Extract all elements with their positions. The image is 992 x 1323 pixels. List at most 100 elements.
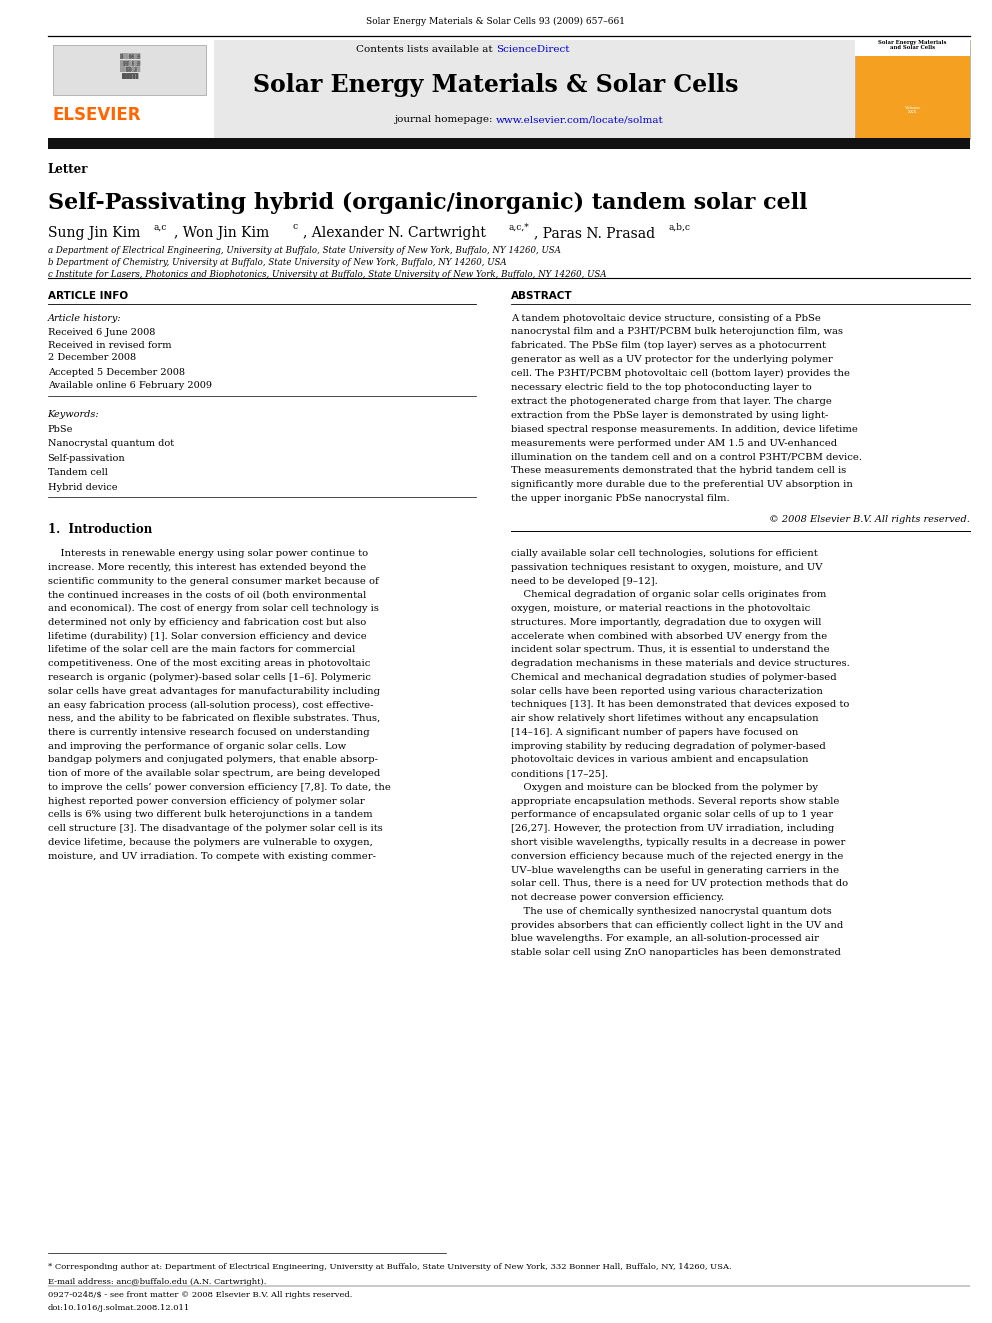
Text: Interests in renewable energy using solar power continue to: Interests in renewable energy using sola… bbox=[48, 549, 368, 558]
Text: performance of encapsulated organic solar cells of up to 1 year: performance of encapsulated organic sola… bbox=[511, 811, 833, 819]
Text: a Department of Electrical Engineering, University at Buffalo, State University : a Department of Electrical Engineering, … bbox=[48, 246, 560, 255]
Text: short visible wavelengths, typically results in a decrease in power: short visible wavelengths, typically res… bbox=[511, 837, 845, 847]
Text: degradation mechanisms in these materials and device structures.: degradation mechanisms in these material… bbox=[511, 659, 849, 668]
Text: E-mail address: anc@buffalo.edu (A.N. Cartwright).: E-mail address: anc@buffalo.edu (A.N. Ca… bbox=[48, 1278, 266, 1286]
Text: increase. More recently, this interest has extended beyond the: increase. More recently, this interest h… bbox=[48, 562, 366, 572]
Text: Solar Energy Materials & Solar Cells 93 (2009) 657–661: Solar Energy Materials & Solar Cells 93 … bbox=[366, 16, 626, 25]
Text: the continued increases in the costs of oil (both environmental: the continued increases in the costs of … bbox=[48, 590, 366, 599]
Text: Volume
XXX: Volume XXX bbox=[905, 106, 921, 115]
Text: Chemical degradation of organic solar cells originates from: Chemical degradation of organic solar ce… bbox=[511, 590, 826, 599]
Text: , Won Jin Kim: , Won Jin Kim bbox=[174, 226, 269, 241]
Text: * Corresponding author at: Department of Electrical Engineering, University at B: * Corresponding author at: Department of… bbox=[48, 1263, 731, 1271]
Text: solar cells have been reported using various characterization: solar cells have been reported using var… bbox=[511, 687, 822, 696]
Bar bbox=[48, 40, 214, 139]
Text: These measurements demonstrated that the hybrid tandem cell is: These measurements demonstrated that the… bbox=[511, 467, 846, 475]
Text: conversion efficiency because much of the rejected energy in the: conversion efficiency because much of th… bbox=[511, 852, 843, 861]
Text: Self-Passivating hybrid (organic/inorganic) tandem solar cell: Self-Passivating hybrid (organic/inorgan… bbox=[48, 192, 807, 214]
Text: Tandem cell: Tandem cell bbox=[48, 468, 107, 478]
Text: techniques [13]. It has been demonstrated that devices exposed to: techniques [13]. It has been demonstrate… bbox=[511, 700, 849, 709]
Text: Hybrid device: Hybrid device bbox=[48, 483, 117, 492]
Text: incident solar spectrum. Thus, it is essential to understand the: incident solar spectrum. Thus, it is ess… bbox=[511, 646, 829, 655]
Text: journal homepage:: journal homepage: bbox=[394, 115, 496, 124]
Text: ScienceDirect: ScienceDirect bbox=[496, 45, 569, 54]
Text: 2 December 2008: 2 December 2008 bbox=[48, 353, 136, 363]
Text: structures. More importantly, degradation due to oxygen will: structures. More importantly, degradatio… bbox=[511, 618, 821, 627]
Bar bbox=[53, 45, 206, 95]
Text: moisture, and UV irradiation. To compete with existing commer-: moisture, and UV irradiation. To compete… bbox=[48, 852, 376, 861]
Text: generator as well as a UV protector for the underlying polymer: generator as well as a UV protector for … bbox=[511, 355, 832, 364]
Text: , Alexander N. Cartwright: , Alexander N. Cartwright bbox=[303, 226, 485, 241]
Text: lifetime of the solar cell are the main factors for commercial: lifetime of the solar cell are the main … bbox=[48, 646, 355, 655]
Text: Contents lists available at: Contents lists available at bbox=[356, 45, 496, 54]
Text: Article history:: Article history: bbox=[48, 314, 121, 323]
Text: a,c,*: a,c,* bbox=[509, 222, 530, 232]
Text: a,b,c: a,b,c bbox=[669, 222, 690, 232]
Text: photovoltaic devices in various ambient and encapsulation: photovoltaic devices in various ambient … bbox=[511, 755, 808, 765]
Text: Oxygen and moisture can be blocked from the polymer by: Oxygen and moisture can be blocked from … bbox=[511, 783, 817, 792]
Text: Keywords:: Keywords: bbox=[48, 410, 99, 419]
Text: Available online 6 February 2009: Available online 6 February 2009 bbox=[48, 381, 211, 390]
Text: passivation techniques resistant to oxygen, moisture, and UV: passivation techniques resistant to oxyg… bbox=[511, 562, 822, 572]
Text: doi:10.1016/j.solmat.2008.12.011: doi:10.1016/j.solmat.2008.12.011 bbox=[48, 1304, 189, 1312]
Bar bbox=[855, 40, 970, 139]
Text: oxygen, moisture, or material reactions in the photovoltaic: oxygen, moisture, or material reactions … bbox=[511, 605, 810, 613]
Text: biased spectral response measurements. In addition, device lifetime: biased spectral response measurements. I… bbox=[511, 425, 858, 434]
Text: conditions [17–25].: conditions [17–25]. bbox=[511, 769, 608, 778]
Text: Received in revised form: Received in revised form bbox=[48, 341, 171, 351]
Text: fabricated. The PbSe film (top layer) serves as a photocurrent: fabricated. The PbSe film (top layer) se… bbox=[511, 341, 826, 351]
Text: Nanocrystal quantum dot: Nanocrystal quantum dot bbox=[48, 439, 174, 448]
Text: ARTICLE INFO: ARTICLE INFO bbox=[48, 291, 128, 302]
Bar bbox=[48, 40, 970, 139]
Text: accelerate when combined with absorbed UV energy from the: accelerate when combined with absorbed U… bbox=[511, 631, 827, 640]
Text: need to be developed [9–12].: need to be developed [9–12]. bbox=[511, 577, 658, 586]
Text: 1.  Introduction: 1. Introduction bbox=[48, 523, 152, 536]
Text: Letter: Letter bbox=[48, 163, 88, 176]
Text: and economical). The cost of energy from solar cell technology is: and economical). The cost of energy from… bbox=[48, 605, 379, 613]
Text: c: c bbox=[293, 222, 298, 232]
Text: and improving the performance of organic solar cells. Low: and improving the performance of organic… bbox=[48, 742, 346, 750]
Text: provides absorbers that can efficiently collect light in the UV and: provides absorbers that can efficiently … bbox=[511, 921, 843, 930]
Text: air show relatively short lifetimes without any encapsulation: air show relatively short lifetimes with… bbox=[511, 714, 818, 724]
Text: ELSEVIER: ELSEVIER bbox=[53, 106, 141, 124]
Text: 0927-0248/$ - see front matter © 2008 Elsevier B.V. All rights reserved.: 0927-0248/$ - see front matter © 2008 El… bbox=[48, 1291, 352, 1299]
Text: an easy fabrication process (all-solution process), cost effective-: an easy fabrication process (all-solutio… bbox=[48, 700, 373, 709]
Text: appropriate encapsulation methods. Several reports show stable: appropriate encapsulation methods. Sever… bbox=[511, 796, 839, 806]
Text: competitiveness. One of the most exciting areas in photovoltaic: competitiveness. One of the most excitin… bbox=[48, 659, 370, 668]
Text: Chemical and mechanical degradation studies of polymer-based: Chemical and mechanical degradation stud… bbox=[511, 673, 836, 681]
Bar bbox=[855, 40, 970, 56]
Text: device lifetime, because the polymers are vulnerable to oxygen,: device lifetime, because the polymers ar… bbox=[48, 837, 372, 847]
Text: to improve the cells’ power conversion efficiency [7,8]. To date, the: to improve the cells’ power conversion e… bbox=[48, 783, 391, 792]
Text: improving stability by reducing degradation of polymer-based: improving stability by reducing degradat… bbox=[511, 742, 825, 750]
Text: the upper inorganic PbSe nanocrystal film.: the upper inorganic PbSe nanocrystal fil… bbox=[511, 493, 729, 503]
Text: [14–16]. A significant number of papers have focused on: [14–16]. A significant number of papers … bbox=[511, 728, 799, 737]
Text: extract the photogenerated charge from that layer. The charge: extract the photogenerated charge from t… bbox=[511, 397, 831, 406]
Text: a,c: a,c bbox=[154, 222, 167, 232]
Text: b Department of Chemistry, University at Buffalo, State University of New York, : b Department of Chemistry, University at… bbox=[48, 258, 506, 267]
Text: cially available solar cell technologies, solutions for efficient: cially available solar cell technologies… bbox=[511, 549, 817, 558]
Text: Received 6 June 2008: Received 6 June 2008 bbox=[48, 328, 155, 337]
Text: ▓▒▒▓▓▒▓
▒▓▓▒▓▒▓
▒▒▓▓▒▓▒
██████: ▓▒▒▓▓▒▓ ▒▓▓▒▓▒▓ ▒▒▓▓▒▓▒ ██████ bbox=[120, 53, 140, 79]
Text: [26,27]. However, the protection from UV irradiation, including: [26,27]. However, the protection from UV… bbox=[511, 824, 834, 833]
Text: Solar Energy Materials
and Solar Cells: Solar Energy Materials and Solar Cells bbox=[878, 40, 947, 50]
Text: tion of more of the available solar spectrum, are being developed: tion of more of the available solar spec… bbox=[48, 769, 380, 778]
Text: Self-passivation: Self-passivation bbox=[48, 454, 125, 463]
Text: The use of chemically synthesized nanocrystal quantum dots: The use of chemically synthesized nanocr… bbox=[511, 906, 831, 916]
Text: bandgap polymers and conjugated polymers, that enable absorp-: bandgap polymers and conjugated polymers… bbox=[48, 755, 378, 765]
Text: Accepted 5 December 2008: Accepted 5 December 2008 bbox=[48, 368, 185, 377]
Text: significantly more durable due to the preferential UV absorption in: significantly more durable due to the pr… bbox=[511, 480, 853, 490]
Text: Sung Jin Kim: Sung Jin Kim bbox=[48, 226, 140, 241]
Text: c Institute for Lasers, Photonics and Biophotonics, University at Buffalo, State: c Institute for Lasers, Photonics and Bi… bbox=[48, 270, 606, 279]
Text: there is currently intensive research focused on understanding: there is currently intensive research fo… bbox=[48, 728, 369, 737]
Text: cell. The P3HT/PCBM photovoltaic cell (bottom layer) provides the: cell. The P3HT/PCBM photovoltaic cell (b… bbox=[511, 369, 850, 378]
Text: stable solar cell using ZnO nanoparticles has been demonstrated: stable solar cell using ZnO nanoparticle… bbox=[511, 949, 841, 957]
Text: , Paras N. Prasad: , Paras N. Prasad bbox=[534, 226, 655, 241]
Text: scientific community to the general consumer market because of: scientific community to the general cons… bbox=[48, 577, 378, 586]
Text: Solar Energy Materials & Solar Cells: Solar Energy Materials & Solar Cells bbox=[253, 73, 739, 97]
Bar bbox=[48, 139, 970, 149]
Text: determined not only by efficiency and fabrication cost but also: determined not only by efficiency and fa… bbox=[48, 618, 366, 627]
Text: ness, and the ability to be fabricated on flexible substrates. Thus,: ness, and the ability to be fabricated o… bbox=[48, 714, 380, 724]
Text: extraction from the PbSe layer is demonstrated by using light-: extraction from the PbSe layer is demons… bbox=[511, 410, 828, 419]
Text: www.elsevier.com/locate/solmat: www.elsevier.com/locate/solmat bbox=[496, 115, 664, 124]
Text: cell structure [3]. The disadvantage of the polymer solar cell is its: cell structure [3]. The disadvantage of … bbox=[48, 824, 382, 833]
Text: measurements were performed under AM 1.5 and UV-enhanced: measurements were performed under AM 1.5… bbox=[511, 439, 837, 447]
